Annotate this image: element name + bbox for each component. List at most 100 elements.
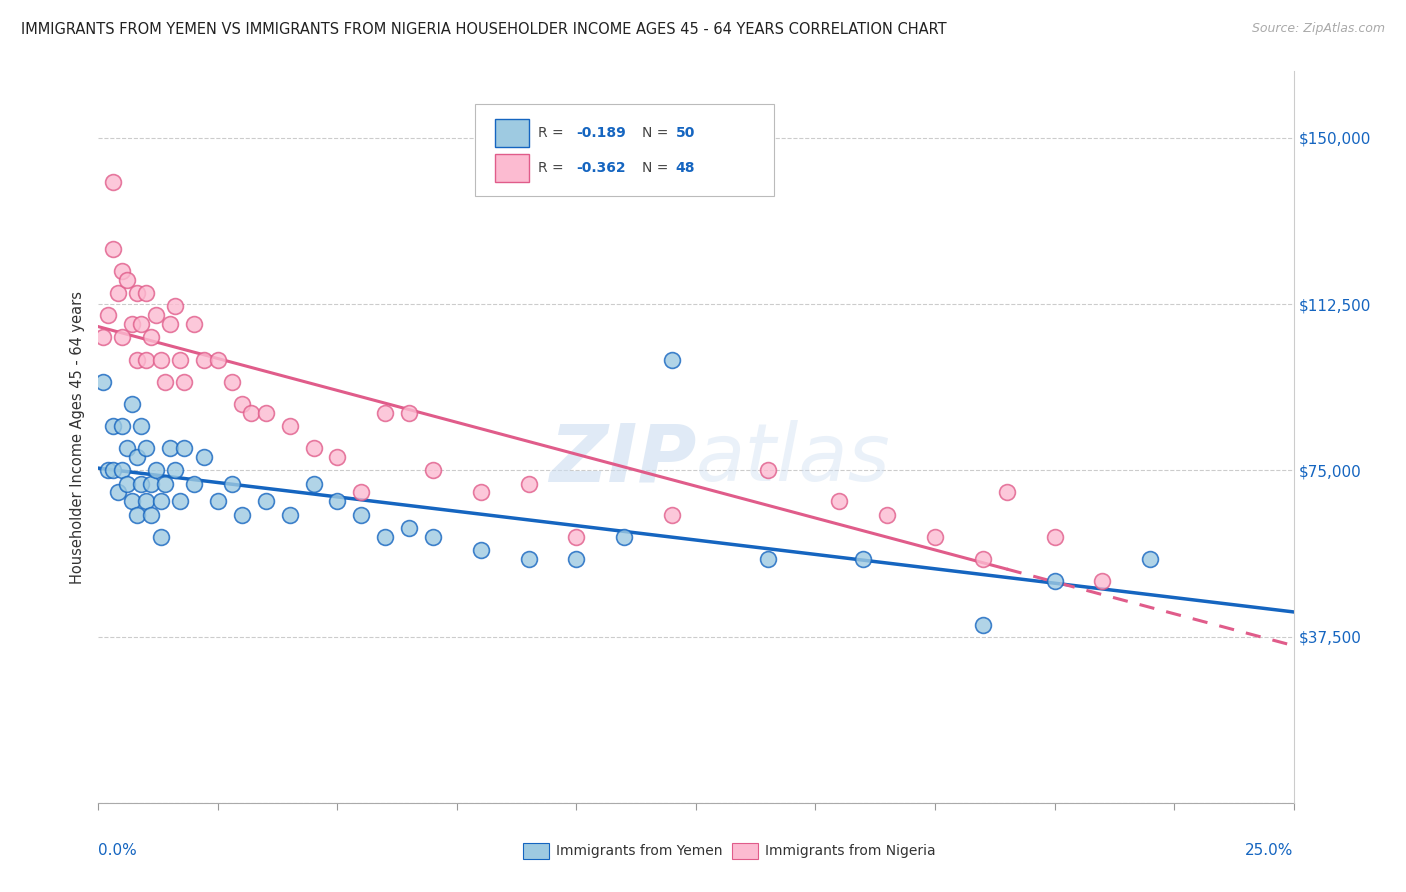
Point	[173, 375, 195, 389]
Text: 48: 48	[676, 161, 695, 175]
Point	[155, 476, 177, 491]
Text: atlas: atlas	[696, 420, 891, 498]
Point	[135, 494, 157, 508]
Text: Source: ZipAtlas.com: Source: ZipAtlas.com	[1251, 22, 1385, 36]
Point	[661, 508, 683, 522]
Point	[756, 552, 779, 566]
Point	[207, 352, 229, 367]
Point	[852, 552, 875, 566]
Text: 0.0%: 0.0%	[98, 843, 138, 858]
Text: N =: N =	[643, 126, 673, 140]
Point	[101, 242, 124, 256]
Point	[972, 552, 994, 566]
Point	[107, 285, 129, 300]
Point	[1043, 574, 1066, 589]
Point	[131, 317, 153, 331]
FancyBboxPatch shape	[733, 843, 758, 859]
Point	[163, 463, 186, 477]
Point	[135, 352, 157, 367]
Point	[115, 476, 138, 491]
Point	[1091, 574, 1114, 589]
Point	[565, 530, 588, 544]
Point	[193, 352, 215, 367]
Point	[374, 530, 396, 544]
Point	[139, 508, 162, 522]
Point	[115, 441, 138, 455]
Point	[254, 406, 277, 420]
Point	[302, 441, 325, 455]
Point	[101, 463, 124, 477]
Point	[125, 285, 148, 300]
Point	[254, 494, 277, 508]
Point	[131, 476, 153, 491]
Point	[613, 530, 636, 544]
Text: N =: N =	[643, 161, 673, 175]
Point	[995, 485, 1018, 500]
Point	[661, 352, 683, 367]
Point	[207, 494, 229, 508]
Point	[422, 530, 444, 544]
Point	[111, 463, 134, 477]
Point	[97, 308, 120, 322]
Text: R =: R =	[538, 161, 568, 175]
Point	[91, 330, 114, 344]
Point	[91, 375, 114, 389]
Point	[828, 494, 851, 508]
Point	[111, 419, 134, 434]
Point	[149, 530, 172, 544]
Point	[145, 308, 167, 322]
Point	[183, 317, 205, 331]
Point	[278, 419, 301, 434]
Text: -0.362: -0.362	[576, 161, 626, 175]
Point	[125, 352, 148, 367]
Point	[193, 450, 215, 464]
Point	[155, 375, 177, 389]
Point	[101, 419, 124, 434]
Point	[565, 552, 588, 566]
Point	[169, 494, 191, 508]
Point	[169, 352, 191, 367]
Point	[350, 508, 373, 522]
Point	[163, 299, 186, 313]
Point	[149, 352, 172, 367]
Text: -0.189: -0.189	[576, 126, 626, 140]
Point	[231, 397, 253, 411]
Point	[101, 175, 124, 189]
Point	[159, 317, 181, 331]
Point	[145, 463, 167, 477]
Point	[121, 397, 143, 411]
Point	[326, 494, 349, 508]
Point	[131, 419, 153, 434]
Point	[149, 494, 172, 508]
Point	[326, 450, 349, 464]
Point	[302, 476, 325, 491]
Text: Immigrants from Nigeria: Immigrants from Nigeria	[765, 844, 936, 858]
Point	[139, 476, 162, 491]
Point	[221, 476, 243, 491]
Point	[159, 441, 181, 455]
Text: ZIP: ZIP	[548, 420, 696, 498]
Point	[231, 508, 253, 522]
FancyBboxPatch shape	[495, 119, 529, 146]
Point	[374, 406, 396, 420]
Text: 50: 50	[676, 126, 695, 140]
FancyBboxPatch shape	[495, 154, 529, 182]
Point	[111, 264, 134, 278]
Point	[183, 476, 205, 491]
Point	[125, 508, 148, 522]
FancyBboxPatch shape	[475, 104, 773, 195]
Point	[756, 463, 779, 477]
Point	[221, 375, 243, 389]
Point	[97, 463, 120, 477]
Point	[398, 406, 420, 420]
Point	[422, 463, 444, 477]
Point	[1043, 530, 1066, 544]
Point	[135, 285, 157, 300]
Point	[125, 450, 148, 464]
Point	[350, 485, 373, 500]
Point	[240, 406, 263, 420]
Point	[398, 521, 420, 535]
Point	[111, 330, 134, 344]
Point	[173, 441, 195, 455]
Point	[115, 273, 138, 287]
